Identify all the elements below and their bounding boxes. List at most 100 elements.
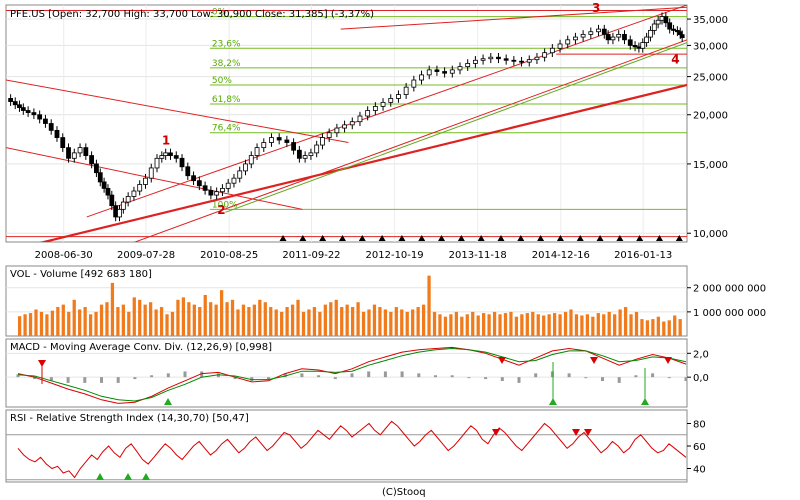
macd-histogram-bar (233, 377, 237, 380)
candle-body (101, 181, 107, 189)
candle-body (472, 59, 478, 64)
volume-bar (219, 290, 224, 336)
candle-body (596, 28, 601, 33)
volume-bar (230, 299, 235, 336)
macd-histogram-bar (417, 373, 421, 378)
volume-bar (187, 302, 191, 336)
rsi-buy-marker (124, 473, 132, 480)
channel-lower-line (133, 39, 687, 242)
rsi-sell-marker (584, 429, 592, 436)
volume-bar (323, 304, 327, 336)
trendlines (6, 5, 687, 242)
volume-bar (421, 304, 426, 336)
falling-trendline-2 (6, 147, 303, 210)
macd-signal-line (17, 347, 687, 402)
volume-bar (214, 304, 218, 336)
volume-bar (34, 309, 38, 336)
candle-body (154, 157, 160, 169)
volume-bar (662, 321, 666, 336)
candle-body (610, 36, 616, 41)
candle-body (60, 137, 66, 149)
rsi-buy-marker (142, 473, 150, 480)
rsi-ytick-label: 40 (693, 465, 706, 476)
candle-body (663, 16, 669, 24)
candle-body (214, 191, 220, 196)
candle-body (644, 36, 650, 43)
fib-level-label: 0% (212, 8, 227, 18)
price-panel (5, 4, 688, 243)
candle-body (202, 185, 208, 191)
candle-body (380, 101, 386, 107)
candle-body (388, 98, 394, 103)
signal-marker (398, 235, 406, 241)
macd-sell-marker (38, 360, 46, 367)
candle-body (511, 59, 517, 62)
volume-bar (394, 307, 398, 336)
candle-body (185, 166, 191, 177)
volume-bar (116, 307, 120, 336)
volume-bar (645, 320, 650, 336)
wave-label: 2 (217, 203, 225, 217)
candle-body (667, 22, 673, 30)
candle-body (326, 132, 332, 138)
volume-bar (678, 319, 682, 336)
price-ytick-label: 15,000 (693, 160, 728, 171)
volume-bar (651, 319, 655, 336)
fib-level-label: 38,2% (212, 59, 241, 69)
volume-bar (471, 311, 475, 336)
volume-bar (443, 316, 448, 336)
volume-bar (389, 311, 393, 336)
candle-body (426, 69, 432, 76)
macd-histogram-bar (100, 377, 103, 383)
rsi-sell-marker (492, 429, 500, 436)
volume-bar (623, 307, 628, 336)
candle-body (276, 137, 282, 141)
macd-histogram-bar (66, 377, 70, 383)
volume-bar (542, 315, 546, 336)
volume-bar (312, 307, 317, 336)
price-ytick-label: 25,000 (693, 73, 728, 84)
volume-bar (361, 311, 366, 336)
macd-histogram-bar (601, 377, 604, 381)
macd-histogram-bar (634, 375, 638, 378)
candle-body (25, 110, 31, 114)
macd-sell-marker (664, 357, 672, 364)
candle-body (168, 152, 173, 156)
volume-bar (132, 297, 136, 336)
candle-body (284, 139, 290, 143)
falling-trendline-1 (6, 79, 349, 144)
macd-histogram-bar (133, 377, 137, 380)
volume-bar (405, 311, 409, 336)
candle-body (77, 147, 83, 154)
macd-histogram-bar (166, 373, 170, 378)
volume-bar (525, 313, 529, 336)
volume-bar (503, 313, 508, 336)
signal-marker (596, 235, 604, 241)
volume-bar (296, 299, 300, 336)
candle-body (8, 98, 14, 102)
fib-level-label: 23,6% (212, 39, 241, 49)
macd-histogram-bar (400, 371, 404, 378)
volume-bar (318, 311, 322, 336)
candle-body (526, 59, 532, 63)
volume-bar (432, 311, 437, 336)
candle-body (48, 123, 54, 131)
macd-histogram-bar (300, 373, 304, 378)
volume-bar (602, 314, 606, 336)
volume-bar (536, 314, 540, 336)
macd-buy-marker (164, 398, 172, 405)
volume-bar (209, 302, 213, 336)
signal-marker (279, 235, 287, 241)
candle-body (66, 147, 71, 159)
volume-bar (340, 307, 344, 336)
candle-body (573, 36, 578, 41)
macd-histogram-bar (667, 377, 671, 379)
candle-body (225, 182, 231, 189)
macd-histogram-bar (684, 377, 688, 381)
volume-bar (569, 309, 573, 336)
fib-level-label: 100% (212, 200, 238, 210)
candle-body (243, 163, 248, 172)
candle-body (261, 142, 267, 149)
volume-bar (94, 311, 98, 336)
price-xtick-label: 2008-06-30 (35, 250, 93, 261)
